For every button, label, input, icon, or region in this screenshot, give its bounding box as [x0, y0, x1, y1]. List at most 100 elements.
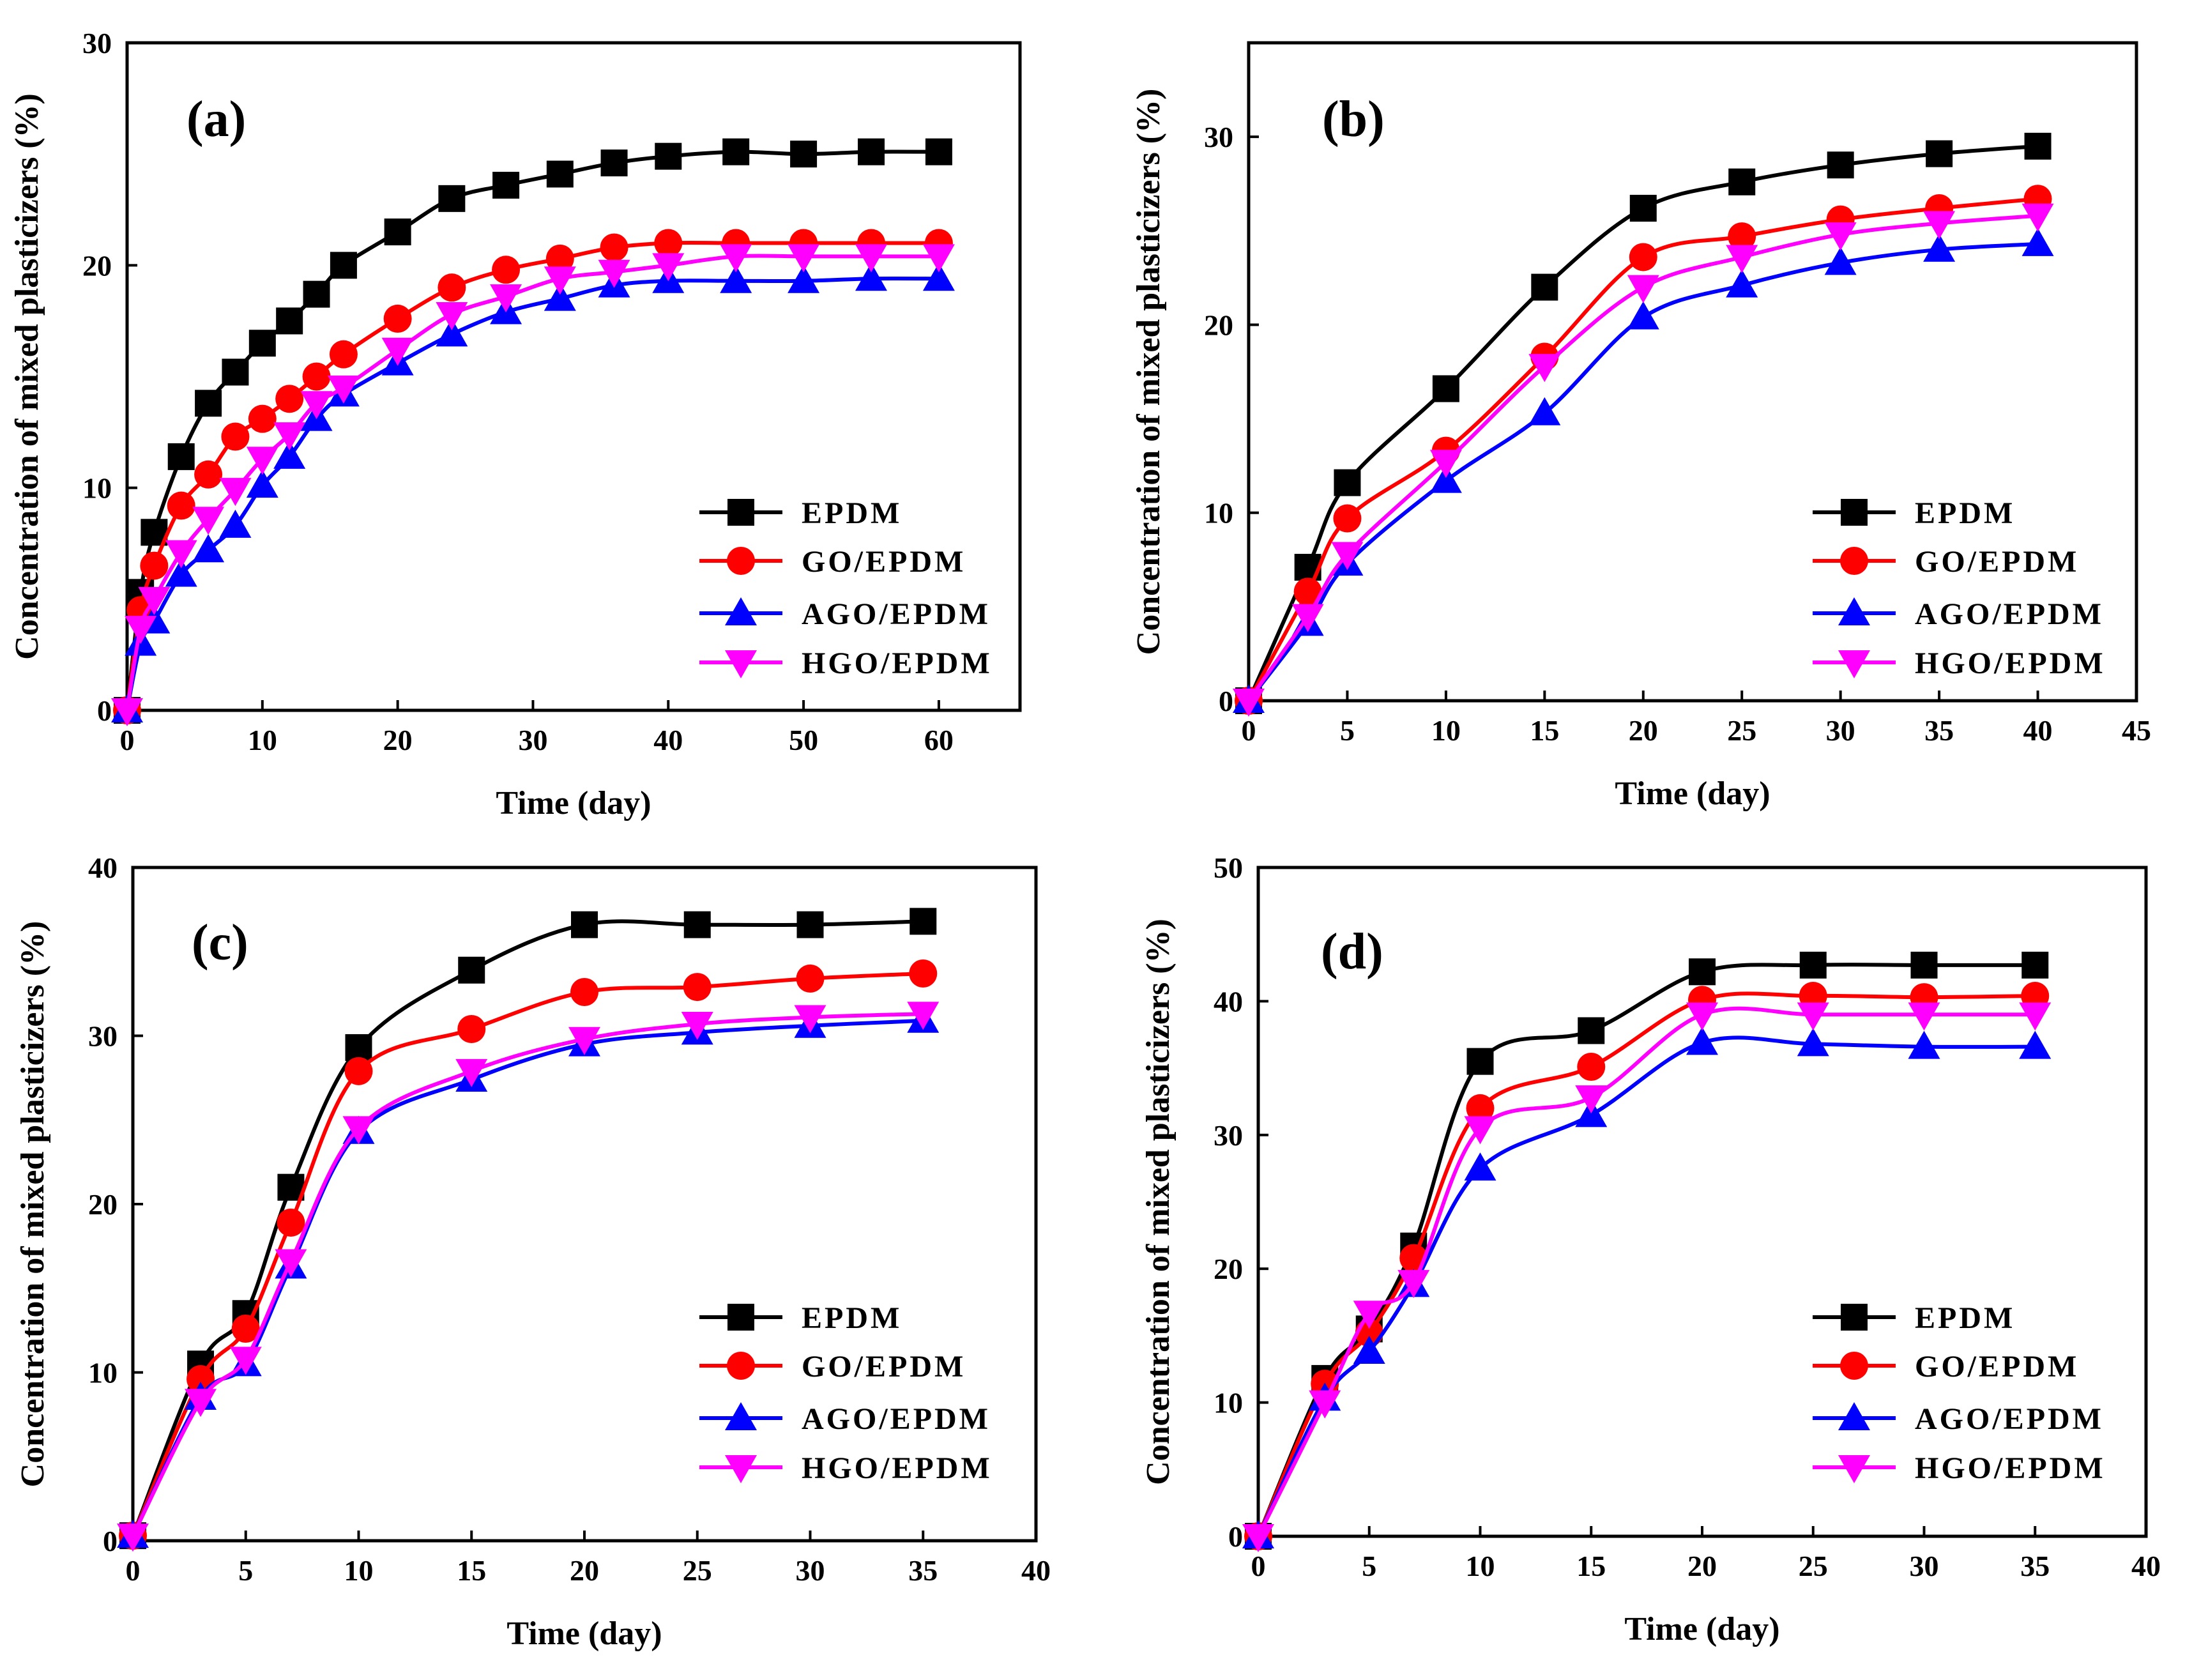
legend-entry: EPDM	[1813, 496, 2015, 530]
data-point	[544, 266, 576, 295]
data-point	[1627, 301, 1659, 330]
series-line	[125, 254, 939, 711]
y-tick-label: 10	[1204, 497, 1233, 530]
data-point	[1333, 504, 1362, 533]
x-axis-label: Time (day)	[506, 1615, 662, 1652]
y-tick-label: 0	[97, 694, 112, 727]
series-line	[131, 972, 924, 1537]
data-point	[2021, 227, 2054, 256]
data-point	[111, 698, 143, 726]
legend-label: EPDM	[802, 496, 902, 530]
data-point	[194, 460, 223, 489]
y-tick-label: 10	[88, 1357, 118, 1389]
y-tick-label: 30	[1204, 121, 1233, 153]
legend-label: AGO/EPDM	[802, 597, 991, 631]
x-tick-label: 25	[1727, 714, 1756, 747]
y-tick-label: 20	[1214, 1253, 1243, 1285]
data-point	[1629, 194, 1657, 222]
data-point	[1293, 577, 1322, 606]
y-tick-label: 30	[1214, 1119, 1243, 1152]
legend-marker	[725, 650, 757, 678]
chart-panel-a: 0 10 20 30 40 50 60 0 10 20 30 Time (day) Concentrat…	[9, 27, 1022, 821]
data-point	[2024, 132, 2052, 160]
data-point	[222, 358, 249, 386]
legend-marker	[727, 547, 755, 575]
legend-marker	[725, 1402, 757, 1430]
x-tick-label: 15	[1576, 1550, 1606, 1582]
x-tick-label: 5	[1340, 714, 1355, 747]
legend-label: HGO/EPDM	[1915, 646, 2106, 680]
x-tick-label: 20	[383, 724, 413, 756]
data-point	[302, 362, 331, 391]
data-point	[1432, 375, 1459, 402]
x-tick-label: 30	[1826, 714, 1855, 747]
series-hgo-epdm	[117, 1002, 940, 1552]
data-point	[600, 149, 628, 177]
data-point	[796, 911, 824, 938]
x-tick-label: 40	[2023, 714, 2053, 747]
legend-marker	[1838, 1455, 1870, 1483]
data-point	[277, 1208, 305, 1237]
data-point	[1397, 1270, 1430, 1299]
data-point	[909, 959, 938, 988]
legend-entry: AGO/EPDM	[1813, 1402, 2104, 1436]
data-point	[1908, 1030, 1940, 1059]
data-point	[275, 1249, 307, 1278]
data-point	[655, 142, 682, 170]
data-point	[600, 233, 628, 262]
data-point	[246, 447, 278, 475]
legend-marker	[1838, 650, 1870, 678]
series-line	[131, 1012, 924, 1537]
series-line	[1256, 963, 2036, 1538]
chart-panel-b: 0 5 10 15 20 25 30 35 40 45 0 10 20 30 Time (day) Conce…	[1131, 41, 2151, 812]
y-axis-label: Concentration of mixed plasticizers (%)	[9, 93, 45, 660]
data-point	[1923, 211, 1956, 240]
legend-label: HGO/EPDM	[1915, 1451, 2106, 1485]
y-axis-label: Concentration of mixed plasticizers (%)	[1131, 89, 1167, 655]
y-tick-label: 20	[1204, 309, 1233, 341]
series-line	[131, 919, 924, 1537]
panel-label: (b)	[1322, 91, 1385, 148]
legend-label: EPDM	[1915, 496, 2015, 530]
x-tick-label: 40	[1021, 1554, 1051, 1587]
y-tick-label: 20	[88, 1188, 118, 1221]
legend-marker	[1840, 547, 1868, 575]
legend-label: GO/EPDM	[1915, 545, 2079, 579]
data-point	[796, 964, 825, 993]
legend-label: AGO/EPDM	[1915, 1402, 2104, 1436]
x-tick-label: 5	[1362, 1550, 1376, 1582]
data-point	[683, 973, 712, 1002]
series-line	[1247, 197, 2038, 702]
data-point	[192, 534, 225, 563]
x-tick-label: 10	[248, 724, 277, 756]
y-tick-label: 0	[1228, 1520, 1243, 1553]
x-tick-label: 20	[1687, 1550, 1717, 1582]
data-point	[300, 391, 333, 420]
panel-label: (d)	[1321, 924, 1383, 980]
data-point	[925, 138, 952, 165]
legend-marker	[727, 1304, 754, 1331]
data-point	[1331, 542, 1364, 570]
x-tick-label: 0	[120, 724, 135, 756]
data-point	[571, 911, 598, 938]
data-point	[1577, 1053, 1606, 1081]
legend-label: AGO/EPDM	[802, 1402, 991, 1436]
data-point	[598, 259, 630, 288]
y-tick-label: 20	[82, 249, 112, 282]
x-tick-label: 60	[924, 724, 954, 756]
data-point	[458, 956, 485, 984]
data-point	[276, 307, 303, 335]
data-point	[2019, 1002, 2052, 1031]
x-tick-label: 45	[2122, 714, 2151, 747]
data-point	[327, 375, 360, 404]
data-point	[568, 1027, 600, 1055]
legend-entry: GO/EPDM	[699, 545, 963, 579]
data-point	[922, 244, 955, 273]
data-point	[681, 1012, 713, 1041]
series-line	[1247, 213, 2038, 702]
legend-label: AGO/EPDM	[1915, 597, 2104, 631]
plot-frame	[125, 41, 1022, 712]
data-point	[1686, 1027, 1718, 1055]
data-point	[788, 244, 820, 273]
